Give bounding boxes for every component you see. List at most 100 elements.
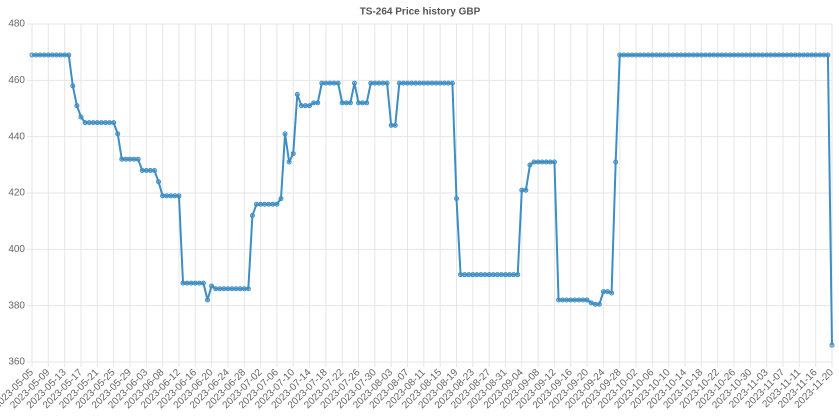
point xyxy=(249,213,255,219)
point xyxy=(233,286,239,292)
point xyxy=(625,52,631,58)
point xyxy=(282,131,288,137)
point xyxy=(70,83,76,89)
point xyxy=(86,120,92,126)
point xyxy=(37,52,43,58)
point xyxy=(535,159,541,165)
point xyxy=(486,272,492,278)
y-tick-label: 460 xyxy=(8,75,25,86)
point xyxy=(107,120,113,126)
point xyxy=(502,272,508,278)
point xyxy=(572,297,578,303)
point xyxy=(205,297,211,303)
point xyxy=(751,52,757,58)
point xyxy=(66,52,72,58)
point xyxy=(368,80,374,86)
point xyxy=(82,120,88,126)
point xyxy=(527,162,533,168)
point xyxy=(617,52,623,58)
point xyxy=(119,156,125,162)
point xyxy=(474,272,480,278)
point xyxy=(400,80,406,86)
point xyxy=(805,52,811,58)
point xyxy=(568,297,574,303)
point xyxy=(262,201,268,207)
point xyxy=(531,159,537,165)
point xyxy=(686,52,692,58)
point xyxy=(507,272,513,278)
point xyxy=(229,286,235,292)
point xyxy=(809,52,815,58)
point xyxy=(784,52,790,58)
point xyxy=(662,52,668,58)
point xyxy=(613,159,619,165)
point xyxy=(241,286,247,292)
point xyxy=(813,52,819,58)
point xyxy=(339,100,345,106)
point xyxy=(384,80,390,86)
point xyxy=(102,120,108,126)
point xyxy=(225,286,231,292)
y-tick-label: 360 xyxy=(8,357,25,368)
point xyxy=(747,52,753,58)
point xyxy=(596,301,602,307)
point xyxy=(294,91,300,97)
point xyxy=(245,286,251,292)
point xyxy=(409,80,415,86)
point xyxy=(796,52,802,58)
point xyxy=(111,120,117,126)
point xyxy=(556,297,562,303)
point xyxy=(298,103,304,109)
point xyxy=(196,280,202,286)
point xyxy=(723,52,729,58)
point xyxy=(351,80,357,86)
point xyxy=(135,156,141,162)
point xyxy=(760,52,766,58)
point xyxy=(98,120,104,126)
point xyxy=(772,52,778,58)
point xyxy=(462,272,468,278)
point xyxy=(53,52,59,58)
point xyxy=(94,120,100,126)
point xyxy=(376,80,382,86)
point xyxy=(764,52,770,58)
point xyxy=(307,103,313,109)
point xyxy=(470,272,476,278)
point xyxy=(756,52,762,58)
point xyxy=(335,80,341,86)
point xyxy=(547,159,553,165)
point xyxy=(123,156,129,162)
point xyxy=(817,52,823,58)
point xyxy=(453,196,459,202)
point xyxy=(180,280,186,286)
point xyxy=(192,280,198,286)
point xyxy=(458,272,464,278)
point xyxy=(405,80,411,86)
point xyxy=(164,193,170,199)
point xyxy=(482,272,488,278)
point xyxy=(576,297,582,303)
point xyxy=(776,52,782,58)
point xyxy=(645,52,651,58)
point xyxy=(33,52,39,58)
point xyxy=(743,52,749,58)
point xyxy=(237,286,243,292)
point xyxy=(584,297,590,303)
point xyxy=(727,52,733,58)
point xyxy=(396,80,402,86)
point xyxy=(653,52,659,58)
point xyxy=(62,52,68,58)
point xyxy=(74,103,80,109)
point xyxy=(609,290,615,296)
point xyxy=(711,52,717,58)
point xyxy=(360,100,366,106)
point xyxy=(417,80,423,86)
point xyxy=(290,151,296,157)
point xyxy=(147,167,153,173)
y-tick-label: 380 xyxy=(8,300,25,311)
point xyxy=(29,52,35,58)
point xyxy=(682,52,688,58)
point xyxy=(690,52,696,58)
point xyxy=(392,122,398,128)
